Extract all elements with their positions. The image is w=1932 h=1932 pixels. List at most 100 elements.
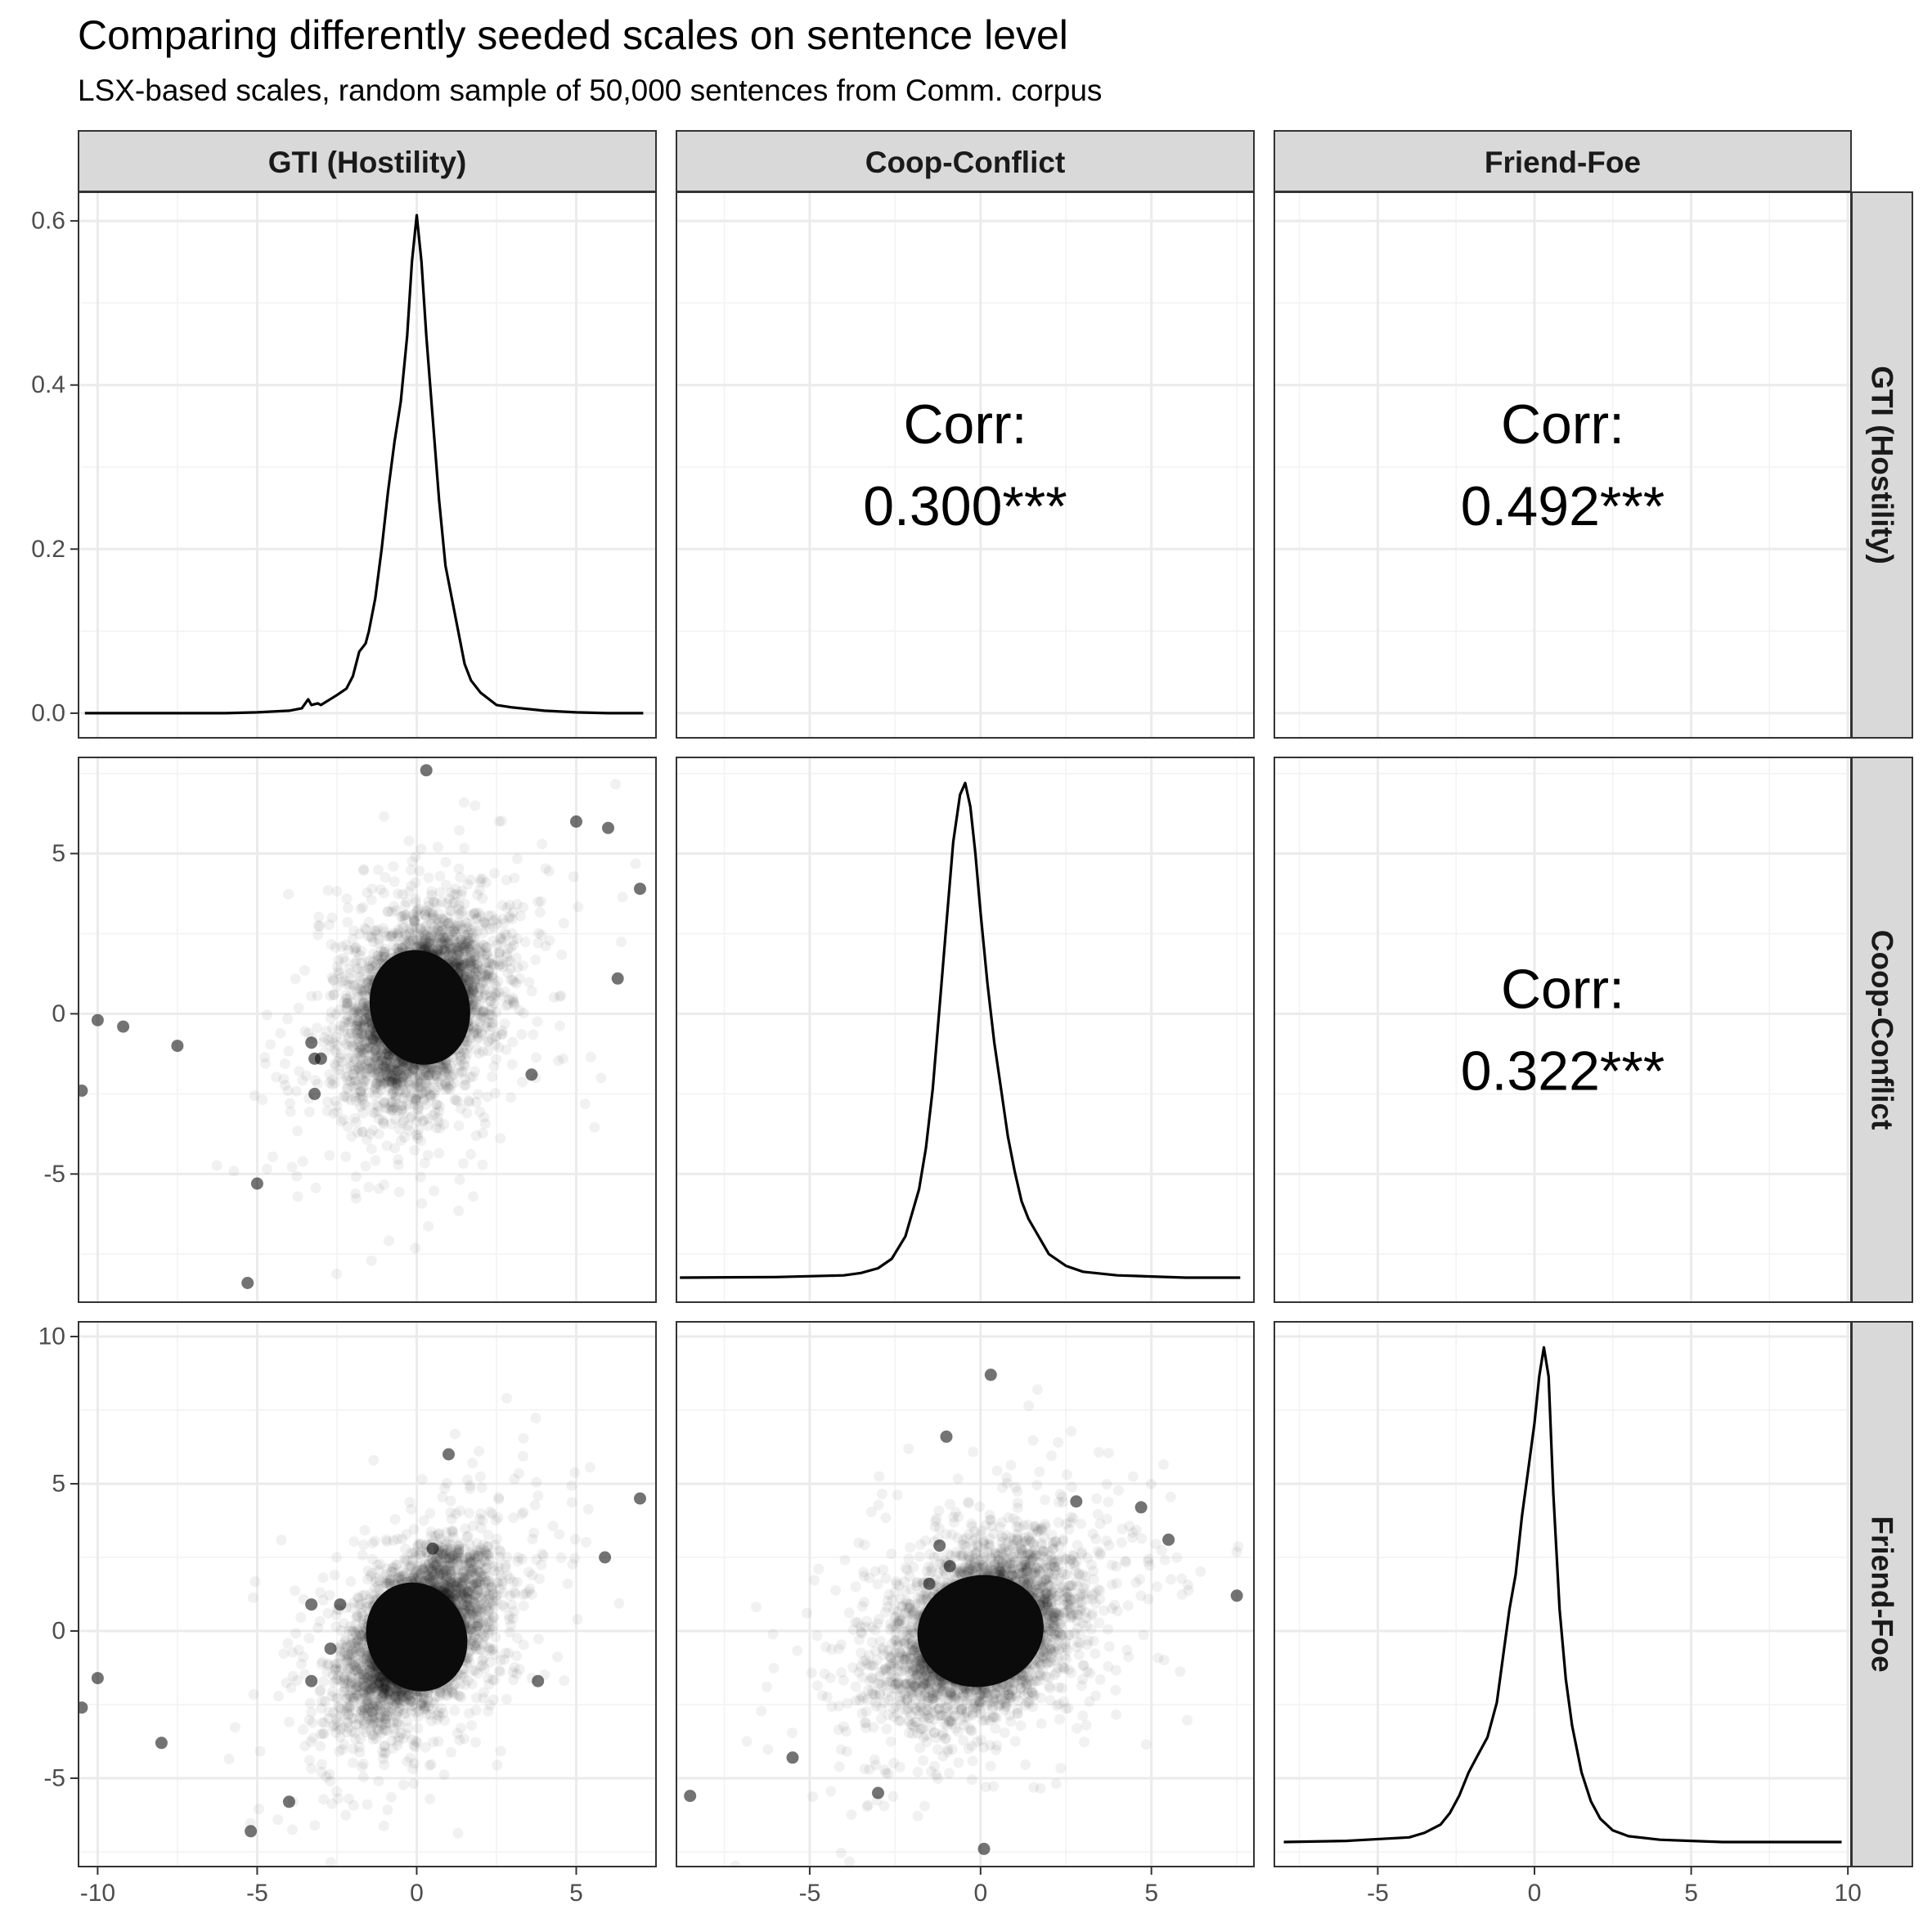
scatter-point bbox=[470, 975, 480, 986]
scatter-point bbox=[595, 1072, 607, 1084]
scatter-point bbox=[456, 934, 467, 946]
scatter-point bbox=[358, 1022, 370, 1033]
scatter-point bbox=[428, 945, 439, 955]
scatter-point bbox=[366, 1043, 377, 1054]
scatter-point bbox=[472, 943, 483, 955]
scatter-point bbox=[373, 1072, 384, 1083]
scatter-point bbox=[532, 896, 544, 908]
scatter-point bbox=[392, 1063, 403, 1075]
scatter-point bbox=[357, 1108, 369, 1119]
scatter-point bbox=[418, 1072, 429, 1083]
scatter-point bbox=[444, 1063, 456, 1075]
scatter-point bbox=[477, 1007, 488, 1018]
scatter-point bbox=[381, 1070, 393, 1081]
scatter-point bbox=[363, 1022, 375, 1033]
scatter-point bbox=[411, 934, 423, 946]
scatter-point bbox=[470, 973, 481, 985]
scatter-point bbox=[390, 1096, 402, 1108]
scatter-point bbox=[485, 995, 496, 1007]
scatter-point bbox=[451, 941, 462, 953]
scatter-point bbox=[437, 1071, 447, 1082]
scatter-point bbox=[434, 933, 445, 945]
scatter-point bbox=[428, 927, 439, 938]
scatter-point bbox=[514, 973, 525, 984]
scatter-point bbox=[462, 929, 474, 941]
scatter-point bbox=[286, 1161, 298, 1173]
scatter-point bbox=[530, 955, 541, 965]
scatter-point bbox=[362, 956, 373, 968]
scatter-point bbox=[432, 937, 443, 949]
scatter-point bbox=[415, 1070, 426, 1081]
scatter-point bbox=[457, 1066, 469, 1077]
scatter-point bbox=[459, 898, 470, 910]
scatter-point bbox=[91, 1013, 104, 1027]
scatter-point bbox=[393, 1057, 404, 1068]
scatter-point bbox=[384, 1061, 395, 1072]
scatter-point bbox=[483, 1045, 494, 1057]
scatter-point bbox=[380, 931, 392, 941]
scatter-point bbox=[470, 800, 481, 811]
scatter-point bbox=[508, 906, 519, 918]
scatter-point bbox=[471, 944, 483, 955]
scatter-point bbox=[303, 1106, 315, 1117]
scatter-point bbox=[403, 937, 415, 949]
scatter-point bbox=[373, 1058, 384, 1070]
scatter-point bbox=[491, 1006, 502, 1018]
scatter-point bbox=[416, 843, 427, 855]
scatter-point bbox=[496, 1025, 508, 1036]
scatter-point bbox=[451, 958, 462, 969]
scatter-point bbox=[395, 1064, 406, 1076]
scatter-point bbox=[363, 1057, 375, 1067]
scatter-point bbox=[410, 1242, 421, 1254]
scatter-point bbox=[328, 989, 339, 1000]
scatter-point bbox=[442, 912, 453, 923]
scatter-point bbox=[433, 1117, 444, 1128]
scatter-point bbox=[282, 1013, 293, 1025]
scatter-point bbox=[480, 957, 492, 968]
scatter-point bbox=[518, 1008, 529, 1019]
scatter-point bbox=[407, 909, 419, 920]
scatter-point bbox=[355, 976, 366, 987]
scatter-point bbox=[362, 1042, 374, 1054]
scatter-point bbox=[397, 888, 408, 900]
scatter-point bbox=[335, 1116, 347, 1127]
scatter-point bbox=[371, 960, 382, 971]
scatter-point bbox=[480, 918, 492, 929]
panel-coop-conflict-vs-coop-conflict bbox=[676, 757, 1254, 1302]
scatter-point bbox=[455, 954, 466, 965]
scatter-point bbox=[366, 1255, 377, 1266]
scatter-point bbox=[358, 997, 370, 1009]
scatter-point bbox=[354, 1045, 365, 1057]
scatter-point bbox=[582, 1503, 594, 1515]
scatter-point bbox=[469, 908, 480, 919]
scatter-point bbox=[465, 1148, 476, 1160]
scatter-point bbox=[351, 1095, 362, 1107]
scatter-point bbox=[379, 1096, 390, 1108]
scatter-point bbox=[464, 963, 475, 974]
scatter-point bbox=[363, 1049, 375, 1061]
scatter-point bbox=[439, 1076, 451, 1088]
scatter-point bbox=[555, 990, 567, 1001]
scatter-point bbox=[393, 1072, 405, 1084]
scatter-point bbox=[416, 1197, 428, 1209]
scatter-point bbox=[322, 1096, 334, 1108]
scatter-point bbox=[526, 986, 537, 997]
scatter-point bbox=[438, 938, 450, 950]
scatter-point bbox=[408, 1094, 420, 1105]
scatter-point bbox=[356, 1028, 367, 1040]
scatter-point bbox=[454, 899, 465, 910]
scatter-point bbox=[463, 927, 474, 938]
scatter-point bbox=[376, 1045, 388, 1057]
scatter-point bbox=[421, 905, 433, 916]
scatter-point bbox=[351, 1117, 362, 1128]
scatter-point bbox=[326, 939, 337, 950]
scatter-point bbox=[429, 1088, 440, 1099]
scatter-point bbox=[548, 991, 559, 1003]
scatter-point bbox=[310, 1075, 321, 1086]
scatter-point bbox=[455, 908, 466, 919]
scatter-point bbox=[389, 876, 400, 887]
scatter-point bbox=[398, 1058, 409, 1069]
scatter-point bbox=[492, 955, 504, 967]
scatter-point bbox=[386, 1072, 398, 1084]
scatter-point bbox=[330, 1009, 342, 1020]
